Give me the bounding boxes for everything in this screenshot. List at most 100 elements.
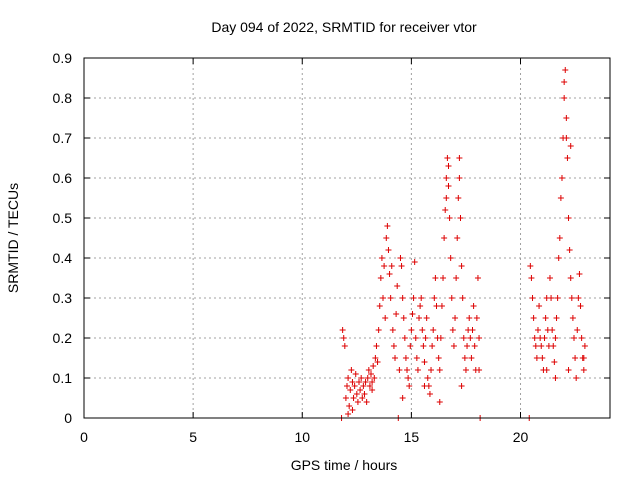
data-point [370,363,377,369]
data-point [417,303,424,309]
data-point [359,395,366,401]
data-point [424,375,431,381]
data-point [464,343,471,349]
data-point [546,275,553,281]
data-point [348,367,355,373]
data-point [542,315,549,321]
data-point [466,315,473,321]
data-point [349,407,356,413]
data-point [534,327,541,333]
data-point [398,263,405,269]
data-point [556,235,563,241]
data-point [444,155,451,161]
data-point [570,335,577,341]
data-point [445,183,452,189]
y-tick-label: 0.1 [53,370,73,386]
data-point [411,259,418,265]
data-point [538,343,545,349]
data-point [420,343,427,349]
data-point [443,195,450,201]
data-point [421,383,428,389]
data-point [416,315,423,321]
data-point [531,335,538,341]
x-tick-label: 0 [80,429,88,445]
data-point [461,355,468,361]
data-point [414,367,421,373]
data-point [432,275,439,281]
data-point [349,379,356,385]
data-point [573,375,580,381]
data-point [453,275,460,281]
data-point [387,295,394,301]
data-point [528,275,535,281]
data-point [422,335,429,341]
axis-ticks: 0 0.1 0.2 0.3 0.4 0.5 0.6 0.7 0.8 0.9 0 5 10 15 20 [53,50,610,445]
data-point [446,215,453,221]
data-point [371,375,378,381]
data-point [363,399,370,405]
y-tick-label: 0.7 [53,130,73,146]
data-point [459,295,466,301]
data-point [380,295,387,301]
data-point [581,343,588,349]
data-point [470,303,477,309]
data-point [551,359,558,365]
data-point [353,391,360,397]
data-point [365,367,372,373]
data-point [345,411,352,417]
x-tick-label: 20 [513,429,529,445]
data-point [452,315,459,321]
data-point [429,343,436,349]
data-point [396,367,403,373]
data-point [346,403,353,409]
data-point [358,375,365,381]
data-point [447,255,454,261]
data-point [340,335,347,341]
data-point [426,391,433,397]
data-point [566,247,573,253]
x-axis-label: GPS time / hours [291,457,398,473]
data-point [392,355,399,361]
data-point [558,175,565,181]
data-point [574,327,581,333]
data-point [572,355,579,361]
y-tick-label: 0.2 [53,330,73,346]
data-point [374,359,381,365]
data-point [342,395,349,401]
x-tick-label: 10 [294,429,310,445]
data-point [399,295,406,301]
data-point [352,371,359,377]
data-point [368,371,375,377]
data-point [532,343,539,349]
data-point [468,355,475,361]
data-point [476,335,483,341]
data-point [341,343,348,349]
data-point [431,295,438,301]
data-point [565,367,572,373]
data-point [448,295,455,301]
data-point [357,387,364,393]
data-point [565,215,572,221]
data-point [555,255,562,261]
data-point [530,315,537,321]
data-point [354,399,361,405]
data-point [433,303,440,309]
data-point [450,343,457,349]
data-point [366,383,373,389]
plot-frame [83,57,611,419]
data-point [576,271,583,277]
data-point [471,343,478,349]
data-point [382,315,389,321]
data-point [529,295,536,301]
data-point [580,367,587,373]
data-point [548,295,555,301]
data-point [561,79,568,85]
data-point [408,327,415,333]
data-point [428,367,435,373]
data-point [339,327,346,333]
data-point [473,315,480,321]
data-point [409,311,416,317]
data-point [456,155,463,161]
data-point [419,327,426,333]
data-point [397,255,404,261]
